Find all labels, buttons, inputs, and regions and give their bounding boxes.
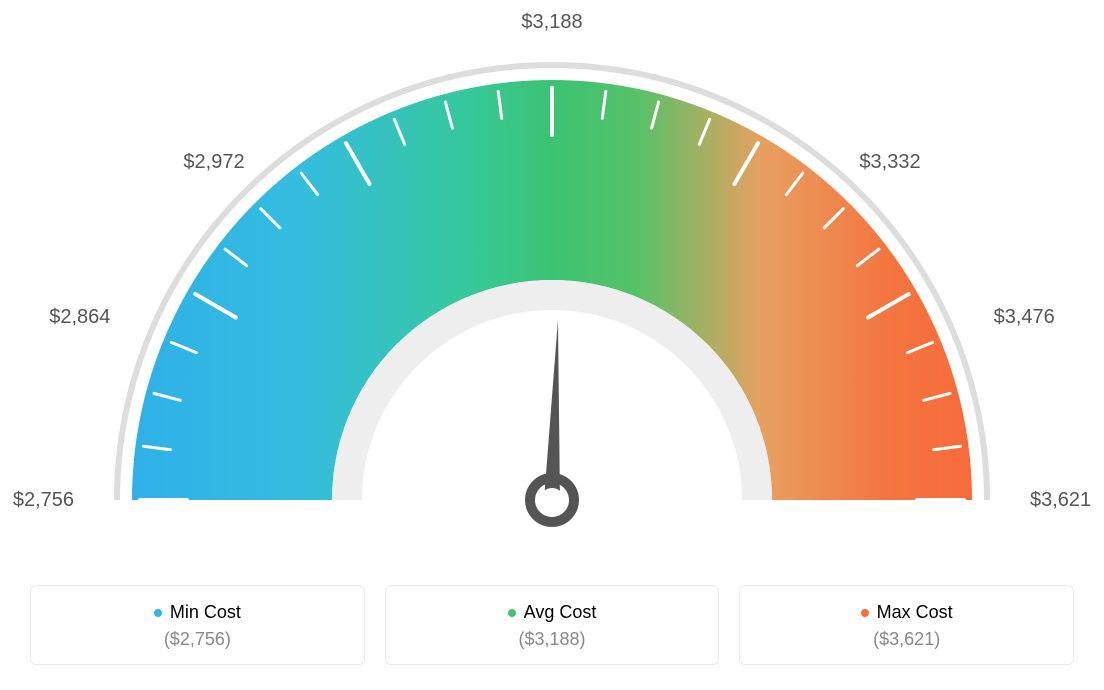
avg-value: ($3,188)	[386, 629, 719, 650]
max-label: Max Cost	[877, 602, 953, 623]
min-cost-card: Min Cost ($2,756)	[30, 585, 365, 665]
max-value: ($3,621)	[740, 629, 1073, 650]
avg-label: Avg Cost	[524, 602, 597, 623]
avg-dot	[508, 609, 516, 617]
svg-text:$2,972: $2,972	[183, 151, 244, 173]
svg-text:$3,621: $3,621	[1030, 489, 1091, 511]
min-value: ($2,756)	[31, 629, 364, 650]
svg-text:$3,332: $3,332	[859, 151, 920, 173]
svg-text:$2,756: $2,756	[13, 489, 74, 511]
max-cost-card: Max Cost ($3,621)	[739, 585, 1074, 665]
avg-cost-card: Avg Cost ($3,188)	[385, 585, 720, 665]
svg-text:$3,188: $3,188	[521, 11, 582, 33]
min-label: Min Cost	[170, 602, 241, 623]
min-dot	[154, 609, 162, 617]
max-dot	[861, 609, 869, 617]
svg-text:$2,864: $2,864	[49, 306, 110, 328]
legend: Min Cost ($2,756) Avg Cost ($3,188) Max …	[30, 585, 1074, 665]
cost-gauge: $2,756 $2,864 $2,972 $3,188 $3,332 $3,476 $3,6…	[0, 0, 1104, 560]
svg-text:$3,476: $3,476	[994, 306, 1055, 328]
